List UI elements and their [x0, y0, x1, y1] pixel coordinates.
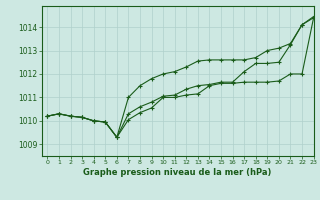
X-axis label: Graphe pression niveau de la mer (hPa): Graphe pression niveau de la mer (hPa) — [84, 168, 272, 177]
